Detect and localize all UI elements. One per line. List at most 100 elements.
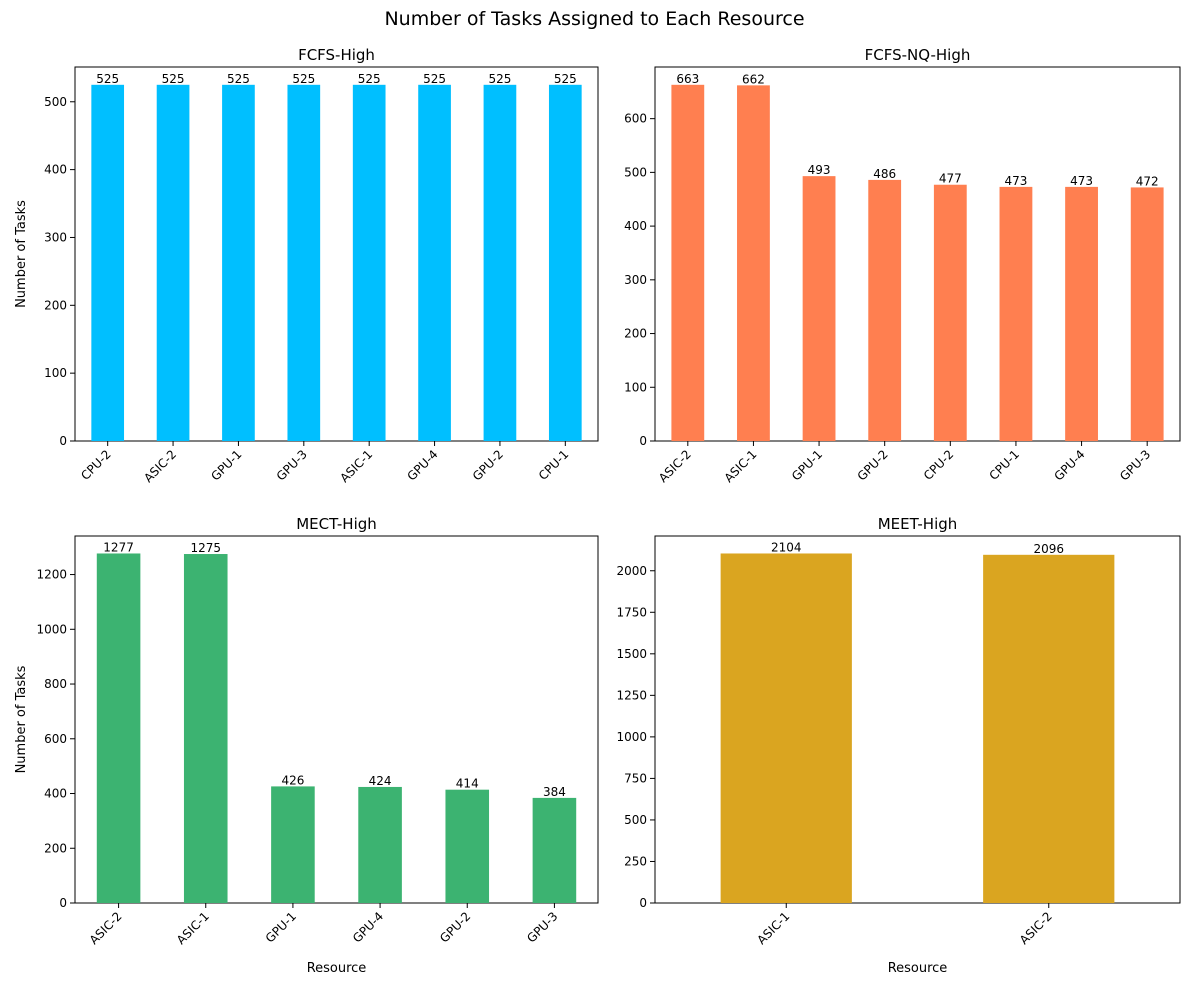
fcfs-high-xtick-label: GPU-1 [208,447,244,483]
fcfs-nq-high-xtick-label: GPU-4 [1051,447,1087,483]
fcfs-high-bar-asic-2 [156,84,190,442]
fcfs-high-bar-cpu-1 [548,84,582,442]
meet-high-ytick-label: 250 [624,854,647,868]
fcfs-nq-high-ytick-label: 100 [624,380,647,394]
mect-high-ylabel: Number of Tasks [14,665,29,773]
mect-high-xtick-label: GPU-2 [437,909,473,945]
fcfs-nq-high-bar-gpu-3 [1130,187,1164,441]
meet-high-bar-asic-2 [983,554,1115,903]
fcfs-nq-high-value-label: 663 [676,72,699,86]
fcfs-high-xtick-label: GPU-2 [470,447,506,483]
fcfs-nq-high-value-label: 473 [1070,174,1093,188]
meet-high-title: MEET-High [878,515,958,533]
fcfs-high-axes-frame [74,66,599,442]
meet-high-ytick-label: 1500 [616,647,647,661]
mect-high-value-label: 1275 [190,541,221,555]
meet-high-xtick-label: ASIC-2 [1017,909,1055,947]
mect-high-xtick-label: GPU-1 [263,909,299,945]
mect-high-value-label: 414 [456,777,479,791]
meet-high-ytick-label: 500 [624,813,647,827]
mect-high-ytick-label: 200 [44,841,67,855]
meet-high-value-label: 2096 [1033,542,1064,556]
fcfs-nq-high-axes-frame [654,66,1181,442]
fcfs-high-ytick-label: 400 [44,163,67,177]
fcfs-high-title: FCFS-High [298,46,375,64]
fcfs-nq-high-ytick-label: 400 [624,219,647,233]
mect-high-bar-gpu-4 [358,786,402,903]
meet-high-xtick-label: ASIC-1 [754,909,792,947]
fcfs-nq-high-bar-cpu-1 [999,186,1033,441]
fcfs-nq-high-xtick-label: GPU-3 [1117,447,1153,483]
fcfs-high-xtick-label: GPU-4 [404,447,440,483]
fcfs-high-ytick-label: 100 [44,366,67,380]
mect-high-ytick-label: 400 [44,787,67,801]
fcfs-nq-high-bar-cpu-2 [933,184,967,441]
meet-high-ytick-label: 2000 [616,564,647,578]
mect-high-value-label: 1277 [103,540,134,554]
mect-high-xtick-label: GPU-4 [350,909,386,945]
mect-high-xlabel: Resource [307,961,367,976]
fcfs-nq-high-bar-gpu-1 [802,176,836,441]
fcfs-high-value-label: 525 [162,72,185,86]
fcfs-high-ytick-label: 200 [44,298,67,312]
mect-high-bar-gpu-3 [532,797,577,903]
fcfs-high-value-label: 525 [423,72,446,86]
mect-high-bar-gpu-1 [271,786,315,903]
mect-high-ytick-label: 0 [59,896,67,910]
fcfs-high-xtick-label: ASIC-1 [337,447,375,485]
fcfs-nq-high-ytick-label: 200 [624,327,647,341]
fcfs-high-xtick-label: GPU-3 [274,447,310,483]
fcfs-nq-high-value-label: 662 [742,72,765,86]
fcfs-high-bar-gpu-1 [222,84,255,442]
mect-high-ytick-label: 600 [44,732,67,746]
fcfs-high-bar-gpu-4 [418,84,451,442]
mect-high-xtick-label: ASIC-2 [87,909,125,947]
fcfs-nq-high-value-label: 493 [808,163,831,177]
mect-high-ytick-label: 1200 [36,568,67,582]
fcfs-high-value-label: 525 [292,72,315,86]
fcfs-nq-high-title: FCFS-NQ-High [865,46,971,64]
fcfs-nq-high-xtick-label: ASIC-2 [656,447,694,485]
fcfs-nq-high-ytick-label: 600 [624,112,647,126]
fcfs-high-value-label: 525 [96,72,119,86]
meet-high-ytick-label: 0 [639,896,647,910]
meet-high-xlabel: Resource [888,961,948,976]
fcfs-nq-high-value-label: 472 [1136,174,1159,188]
figure-title: Number of Tasks Assigned to Each Resourc… [384,8,804,30]
mect-high-bar-asic-2 [96,553,141,903]
fcfs-high-ytick-label: 0 [59,434,67,448]
fcfs-nq-high-value-label: 473 [1004,174,1027,188]
fcfs-high-xtick-label: ASIC-2 [141,447,179,485]
meet-high-bar-asic-1 [720,553,852,903]
fcfs-high-value-label: 525 [488,72,511,86]
fcfs-high-value-label: 525 [227,72,250,86]
mect-high-bar-asic-1 [183,554,228,903]
fcfs-nq-high-xtick-label: CPU-1 [986,447,1022,483]
fcfs-high-ytick-label: 300 [44,230,67,244]
fcfs-nq-high-xtick-label: CPU-2 [921,447,957,483]
meet-high-ytick-label: 1750 [616,605,647,619]
fcfs-high-value-label: 525 [358,72,381,86]
fcfs-nq-high-value-label: 477 [939,172,962,186]
mect-high-value-label: 424 [369,774,392,788]
fcfs-nq-high-value-label: 486 [873,167,896,181]
fcfs-nq-high-xtick-label: GPU-1 [789,447,825,483]
mect-high-xtick-label: GPU-3 [524,909,560,945]
fcfs-high-value-label: 525 [554,72,577,86]
fcfs-high-ylabel: Number of Tasks [14,200,29,308]
meet-high-ytick-label: 1250 [616,688,647,702]
fcfs-nq-high-bar-asic-1 [737,85,770,441]
fcfs-high-xtick-label: CPU-2 [78,447,114,483]
mect-high-ytick-label: 800 [44,677,67,691]
mect-high-ytick-label: 1000 [36,622,67,636]
meet-high-ytick-label: 1000 [616,730,647,744]
meet-high-value-label: 2104 [771,540,802,554]
fcfs-nq-high-ytick-label: 0 [639,434,647,448]
mect-high-title: MECT-High [296,515,377,533]
meet-high-axes-frame [654,535,1181,904]
fcfs-high-xtick-label: CPU-1 [536,447,572,483]
fcfs-nq-high-xtick-label: GPU-2 [855,447,891,483]
fcfs-high-bar-gpu-3 [287,84,321,442]
